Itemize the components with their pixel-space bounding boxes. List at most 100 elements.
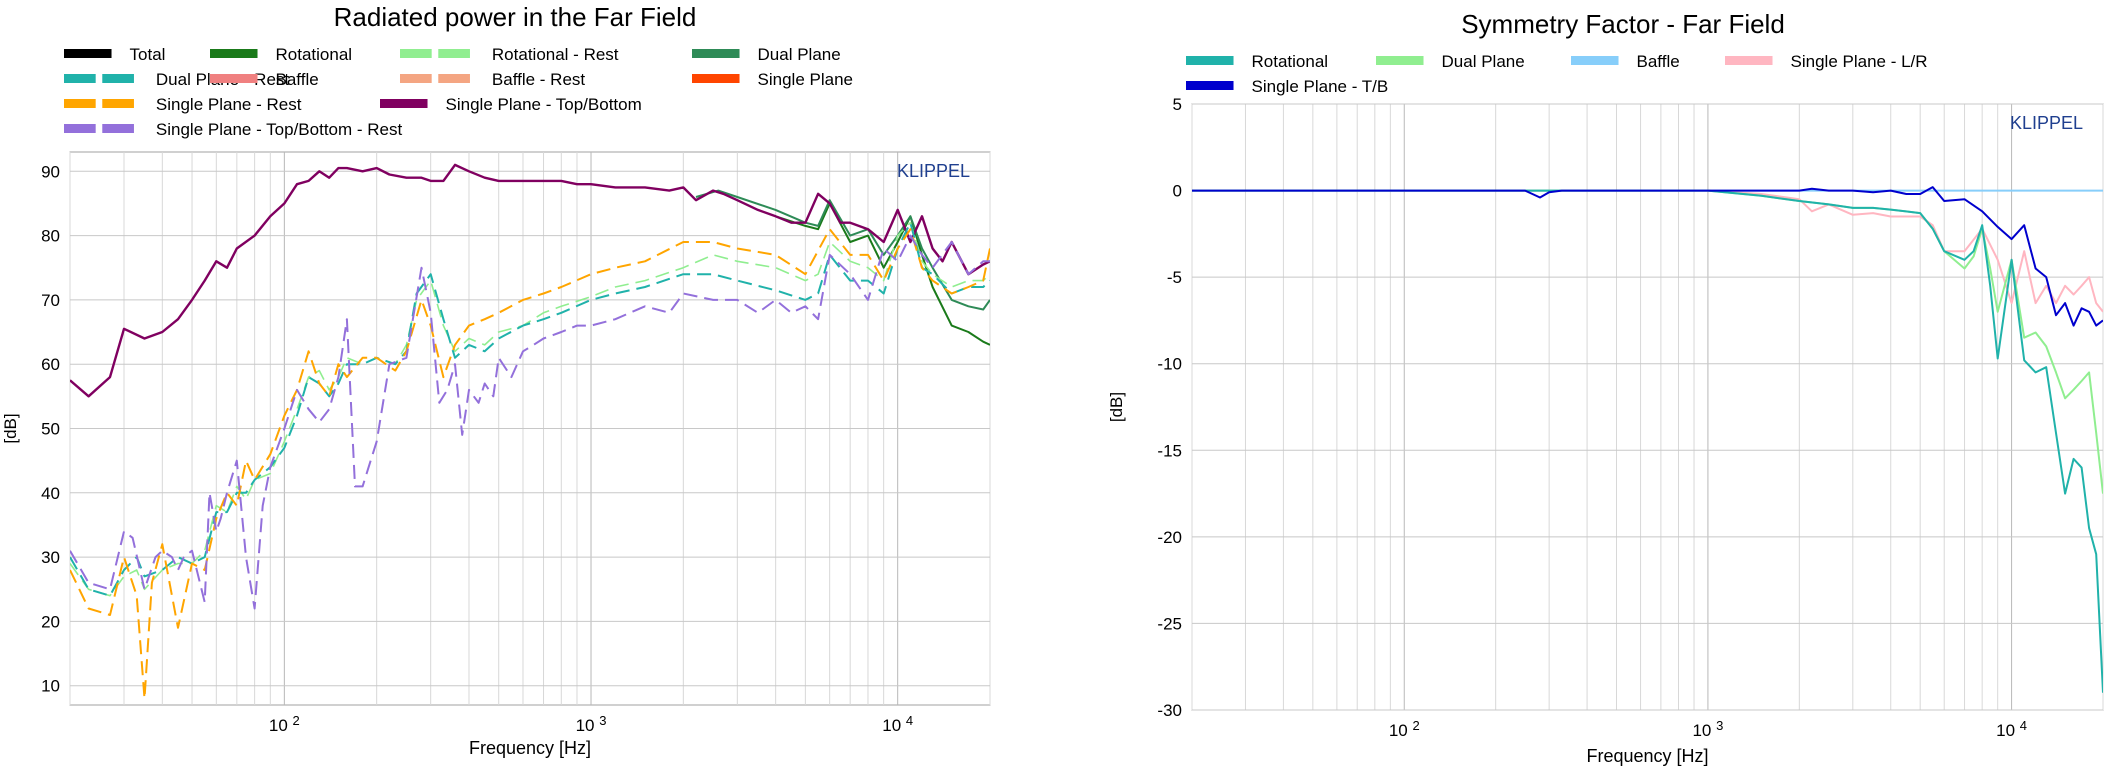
chart-title: Symmetry Factor - Far Field	[1461, 9, 1785, 39]
x-tick-label: 10 4	[882, 713, 913, 735]
legend-item: Single Plane - Rest	[64, 95, 302, 114]
legend-swatch	[64, 99, 96, 108]
legend-swatch	[64, 74, 96, 83]
y-tick-label: -10	[1157, 355, 1182, 374]
y-tick-label: 70	[41, 291, 60, 310]
legend-label: Single Plane - T/B	[1252, 77, 1389, 96]
legend-swatch	[102, 124, 134, 133]
legend-item: Baffle	[1571, 52, 1680, 71]
legend-label: Baffle	[1637, 52, 1680, 71]
chart-symmetry-factor: Symmetry Factor - Far Field 5 0 -5 -10 -15 -20…	[1107, 9, 2104, 766]
legend-item: Baffle	[210, 70, 319, 89]
series-line-single-plane-t-b	[1192, 186, 2103, 327]
legend-label: Single Plane - L/R	[1791, 52, 1928, 71]
grid	[69, 152, 991, 705]
x-tick-label: 10 4	[1996, 718, 2027, 740]
legend-label: Baffle - Rest	[492, 70, 586, 89]
legend-label: Rotational	[1252, 52, 1329, 71]
y-tick-label: 50	[41, 420, 60, 439]
legend-item: Single Plane - Top/Bottom - Rest	[64, 120, 403, 139]
legend-item: Single Plane - L/R	[1725, 52, 1928, 71]
y-tick-label: 40	[41, 484, 60, 503]
legend-swatch	[1376, 56, 1424, 65]
y-tick-label: 10	[41, 677, 60, 696]
series-group	[70, 163, 990, 700]
series-group	[1192, 186, 2103, 693]
y-tick-label: -20	[1157, 528, 1182, 547]
legend-swatch	[692, 49, 740, 58]
x-tick-label: 10 3	[1692, 718, 1723, 740]
legend-swatch	[1186, 81, 1234, 90]
legend-label: Baffle	[276, 70, 319, 89]
y-tick-label: 5	[1173, 95, 1182, 114]
x-axis-label: Frequency [Hz]	[1586, 746, 1708, 766]
y-tick-label: 90	[41, 162, 60, 181]
legend-swatch	[102, 99, 134, 108]
legend-label: Dual Plane	[1442, 52, 1525, 71]
legend-swatch	[692, 74, 740, 83]
legend: Rotational Dual Plane Baffle Single Plane -…	[1186, 52, 1928, 96]
legend-label: Rotational - Rest	[492, 45, 619, 64]
legend-swatch	[210, 49, 258, 58]
y-tick-label: 0	[1173, 182, 1182, 201]
y-axis-label: [dB]	[1107, 392, 1126, 422]
series-line-dual-plane	[695, 189, 990, 311]
series-line-rotational-rest	[70, 221, 990, 597]
grid	[1191, 103, 2104, 711]
legend-swatch	[210, 74, 258, 83]
series-line-single-plane-l-r	[1192, 189, 2103, 313]
legend-item: Rotational - Rest	[400, 45, 619, 64]
y-tick-label: 30	[41, 548, 60, 567]
legend-label: Total	[130, 45, 166, 64]
series-line-rotational	[775, 202, 990, 346]
series-line-single-plane-rest	[70, 228, 990, 700]
legend-item: Rotational	[1186, 52, 1328, 71]
x-axis-label: Frequency [Hz]	[469, 738, 591, 758]
legend-label: Dual Plane	[758, 45, 841, 64]
x-tick-label: 10 2	[269, 713, 300, 735]
y-tick-label: -25	[1157, 614, 1182, 633]
klippel-watermark: KLIPPEL	[897, 161, 970, 181]
legend-item: Dual Plane	[692, 45, 841, 64]
legend-item: Dual Plane	[1376, 52, 1525, 71]
legend-swatch	[64, 49, 112, 58]
legend-item: Baffle - Rest	[400, 70, 585, 89]
legend-label: Single Plane	[758, 70, 853, 89]
legend-swatch	[1571, 56, 1619, 65]
legend-item: Single Plane - Top/Bottom	[380, 95, 642, 114]
legend-swatch	[1725, 56, 1773, 65]
series-line-single-plane-top-bottom-rest	[70, 234, 990, 610]
legend-item: Single Plane - T/B	[1186, 77, 1388, 96]
y-tick-label: 20	[41, 612, 60, 631]
legend-swatch	[380, 99, 428, 108]
x-tick-label: 10 3	[576, 713, 607, 735]
legend-label: Single Plane - Top/Bottom	[446, 95, 642, 114]
legend-swatch	[400, 49, 432, 58]
legend-swatch	[102, 74, 134, 83]
y-tick-label: -30	[1157, 701, 1182, 720]
y-axis-label: [dB]	[1, 413, 20, 443]
legend-swatch	[400, 74, 432, 83]
y-tick-label: -15	[1157, 441, 1182, 460]
legend-label: Rotational	[276, 45, 353, 64]
legend-swatch	[1186, 56, 1234, 65]
legend-label: Single Plane - Top/Bottom - Rest	[156, 120, 403, 139]
klippel-watermark: KLIPPEL	[2010, 113, 2083, 133]
legend-item: Single Plane	[692, 70, 853, 89]
legend-swatch	[64, 124, 96, 133]
y-tick-label: 80	[41, 227, 60, 246]
series-line-rotational	[1192, 189, 2103, 693]
chart-title: Radiated power in the Far Field	[334, 2, 697, 32]
legend: Total Rotational Rotational - Rest Dual Pla…	[64, 45, 853, 139]
chart-radiated-power: Radiated power in the Far Field 10 20 30 40 5…	[1, 2, 991, 758]
series-line-single-plane-top-bottom	[70, 163, 990, 398]
legend-item: Rotational	[210, 45, 352, 64]
y-tick-label: -5	[1167, 268, 1182, 287]
legend-item: Total	[64, 45, 165, 64]
y-tick-label: 60	[41, 355, 60, 374]
series-line-dual-plane-rest	[70, 221, 990, 597]
legend-swatch	[438, 49, 470, 58]
x-tick-label: 10 2	[1389, 718, 1420, 740]
legend-label: Single Plane - Rest	[156, 95, 302, 114]
